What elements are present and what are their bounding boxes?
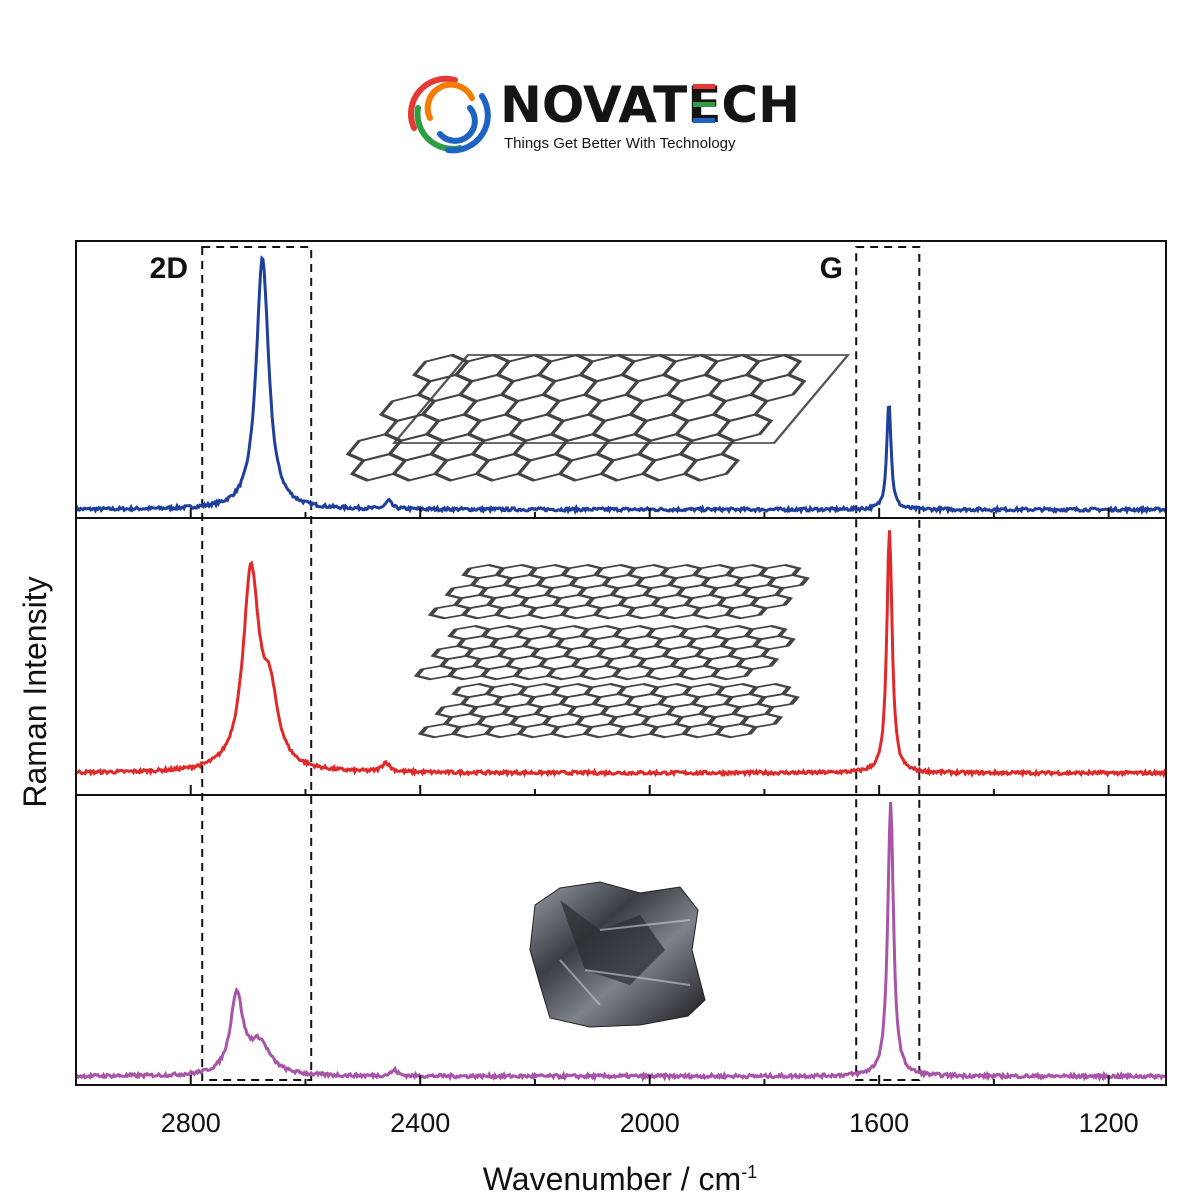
x-tick-label: 1600 (849, 1108, 909, 1138)
novatech-logo: NOVATECH Things Get Better With Technolo… (408, 75, 800, 154)
plot-frame (75, 240, 1167, 1086)
stacked-graphene-layers-illustration (413, 563, 810, 739)
brand-accent-green (693, 102, 715, 107)
brand-tagline: Things Get Better With Technology (504, 135, 736, 152)
spectrum-line-2 (75, 530, 1168, 779)
x-axis-tick-labels: 2800 2400 2000 1600 1200 (161, 1108, 1139, 1138)
brand-accent-red (693, 84, 715, 89)
region-label-2d: 2D (150, 252, 188, 285)
x-tick-label: 2400 (390, 1108, 450, 1138)
brand-name: NOVATECH (500, 76, 800, 134)
x-tick-label: 2800 (161, 1108, 221, 1138)
single-layer-graphene-illustration (345, 353, 851, 482)
spectrum-traces (74, 255, 1168, 1083)
x-axis-title: Wavenumber / cm-1 (483, 1161, 757, 1197)
region-box-g (855, 246, 921, 1081)
region-box-2d (201, 246, 313, 1081)
brand-accent-blue (693, 118, 715, 123)
highlight-regions (201, 246, 921, 1081)
spectrum-line-3 (74, 802, 1168, 1083)
region-label-g: G (820, 252, 843, 285)
swirl-logo-icon (408, 75, 491, 154)
x-axis-ticks (75, 508, 1110, 1085)
x-tick-label: 1200 (1079, 1108, 1139, 1138)
graphite-chunk-illustration (529, 881, 706, 1028)
spectrum-line-1 (74, 255, 1168, 516)
x-tick-label: 2000 (620, 1108, 680, 1138)
y-axis-title: Raman Intensity (17, 576, 53, 807)
